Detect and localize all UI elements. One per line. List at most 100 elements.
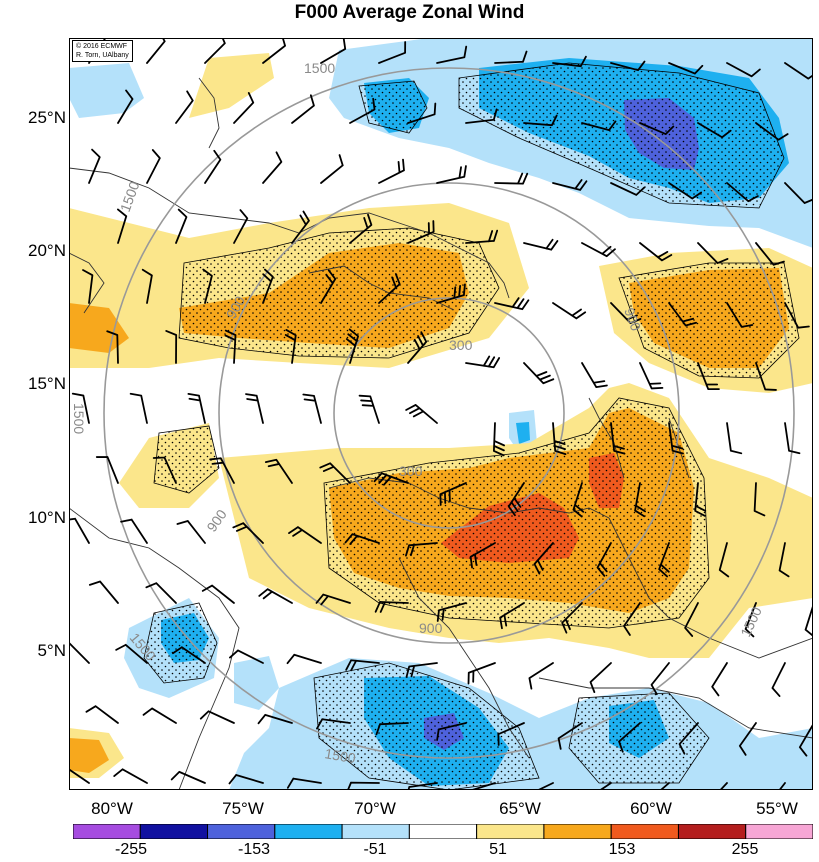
wind-barb bbox=[170, 770, 206, 784]
colorbar-swatch bbox=[677, 824, 747, 839]
wind-barb bbox=[523, 362, 555, 385]
wind-barb bbox=[697, 242, 729, 264]
wind-barb bbox=[407, 220, 435, 244]
positive-wind-area bbox=[69, 303, 129, 353]
lat-label: 25°N bbox=[28, 108, 66, 127]
wind-barb bbox=[258, 588, 293, 604]
colorbar-label: 255 bbox=[731, 841, 759, 858]
wind-barb bbox=[175, 90, 194, 124]
wind-barb bbox=[262, 268, 274, 304]
wind-barb bbox=[552, 422, 567, 456]
wind-barb bbox=[232, 522, 264, 544]
colorbar-swatch bbox=[476, 824, 545, 839]
map-title: F000 Average Zonal Wind bbox=[294, 2, 525, 23]
colorbar-swatch bbox=[341, 824, 410, 839]
wind-barb bbox=[596, 542, 612, 577]
wind-barb bbox=[668, 302, 697, 327]
wind-barb bbox=[291, 210, 310, 244]
negative-wind-area bbox=[234, 656, 279, 710]
wind-barb bbox=[228, 774, 264, 785]
wind-barb bbox=[494, 50, 528, 64]
wind-barb bbox=[694, 482, 707, 517]
wind-barb bbox=[405, 662, 438, 678]
lat-label: 5°N bbox=[37, 641, 66, 660]
wind-barb bbox=[71, 392, 90, 424]
wind-barb bbox=[771, 662, 786, 697]
wind-barb bbox=[755, 362, 777, 391]
wind-barb bbox=[586, 782, 612, 790]
wind-barb bbox=[233, 91, 255, 124]
map-canvas: 300 300 900 900 900 900 1500 1500 1500 1… bbox=[69, 38, 813, 790]
wind-barb bbox=[798, 722, 813, 757]
wind-barb bbox=[784, 422, 801, 455]
credit-box: © 2016 ECMWF R. Torn, UAlbany bbox=[72, 40, 133, 62]
wind-barb bbox=[224, 329, 237, 364]
credit-line: © 2016 ECMWF bbox=[76, 43, 128, 50]
positive-wind-area bbox=[69, 738, 109, 773]
wind-barb bbox=[668, 62, 704, 75]
contour-label: 300 bbox=[449, 337, 473, 353]
lon-label: 60°W bbox=[630, 799, 672, 818]
wind-barb bbox=[229, 649, 264, 664]
wind-barb bbox=[561, 602, 583, 634]
wind-barb bbox=[753, 482, 766, 517]
wind-barb bbox=[262, 151, 283, 184]
wind-barb bbox=[436, 602, 467, 622]
wind-barb bbox=[345, 781, 380, 790]
wind-barb bbox=[436, 722, 467, 741]
wind-barb bbox=[202, 268, 213, 304]
lat-label: 10°N bbox=[28, 508, 66, 527]
wind-barb bbox=[316, 718, 351, 730]
wind-barb bbox=[581, 120, 617, 131]
wind-barb bbox=[697, 122, 732, 139]
wind-barb bbox=[120, 518, 148, 544]
wind-barb bbox=[233, 209, 249, 244]
wind-barb bbox=[378, 273, 401, 304]
wind-barb bbox=[291, 94, 315, 124]
wind-barb bbox=[610, 182, 646, 196]
wind-barb bbox=[113, 768, 148, 784]
colorbar-swatch bbox=[408, 824, 478, 839]
wind-barb bbox=[557, 722, 583, 750]
wind-barb bbox=[610, 302, 642, 324]
wind-barb bbox=[726, 422, 743, 455]
wind-barb bbox=[499, 602, 525, 630]
wind-barb bbox=[373, 472, 409, 486]
wind-barb bbox=[726, 62, 761, 78]
wind-barb bbox=[187, 392, 206, 424]
wind-barb bbox=[152, 456, 177, 484]
wind-barb bbox=[286, 653, 322, 665]
wind-barb bbox=[146, 38, 166, 64]
colorbar bbox=[73, 824, 813, 839]
coastlines bbox=[69, 77, 813, 790]
wind-barb bbox=[286, 777, 322, 789]
wind-barb bbox=[88, 580, 119, 604]
wind-barb bbox=[407, 102, 437, 124]
wind-barb bbox=[744, 602, 757, 638]
wind-barb bbox=[507, 482, 525, 517]
colorbar-label: -255 bbox=[114, 841, 148, 858]
wind-barb bbox=[264, 458, 293, 484]
wind-barb bbox=[302, 393, 322, 424]
wind-barb bbox=[465, 229, 499, 244]
wind-barb bbox=[726, 182, 759, 203]
wind-barb bbox=[145, 582, 177, 604]
lon-label: 55°W bbox=[756, 799, 798, 818]
wind-barb bbox=[572, 482, 585, 518]
contour-label: 1500 bbox=[71, 403, 87, 434]
wind-barb bbox=[176, 520, 206, 544]
wind-barb bbox=[523, 114, 558, 127]
wind-barb bbox=[436, 45, 468, 64]
wind-barb bbox=[199, 710, 235, 724]
colorbar-swatches bbox=[73, 824, 813, 839]
negative-wind-area bbox=[69, 63, 144, 118]
wind-barb bbox=[552, 55, 587, 68]
wind-barb bbox=[82, 269, 94, 304]
wind-barb bbox=[778, 542, 790, 578]
wind-barb bbox=[345, 659, 380, 672]
wind-barb bbox=[492, 422, 506, 457]
wind-barb bbox=[623, 602, 641, 636]
wind-barb bbox=[684, 602, 699, 637]
wind-barb bbox=[678, 722, 699, 755]
wind-barb bbox=[345, 328, 359, 364]
